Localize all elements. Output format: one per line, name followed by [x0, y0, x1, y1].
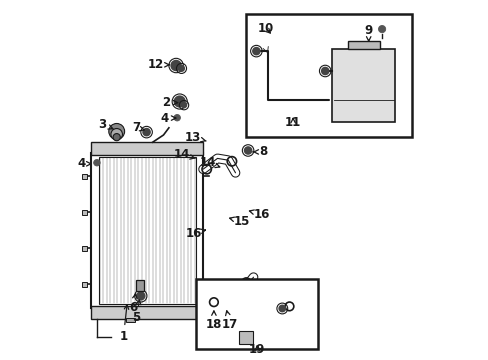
Text: 4: 4 [77, 157, 91, 170]
Text: 13: 13 [184, 131, 206, 144]
Circle shape [378, 26, 385, 33]
Bar [91, 142, 203, 155]
Text: 4: 4 [161, 112, 175, 125]
Bar [125, 318, 134, 322]
Circle shape [173, 95, 185, 108]
Text: 5: 5 [132, 300, 141, 324]
Circle shape [244, 146, 252, 155]
Circle shape [142, 128, 151, 136]
Circle shape [170, 60, 182, 71]
Bar [239, 331, 253, 344]
Circle shape [174, 114, 180, 121]
Bar [196, 279, 318, 349]
Text: 15: 15 [229, 215, 249, 228]
Bar [347, 41, 379, 49]
Bar [332, 49, 394, 122]
Text: 8: 8 [253, 145, 266, 158]
Bar [246, 14, 411, 137]
Text: 11: 11 [285, 116, 301, 129]
Bar [91, 306, 203, 319]
Circle shape [108, 123, 124, 139]
Bar [82, 282, 87, 287]
Circle shape [251, 47, 260, 55]
Bar [136, 280, 143, 291]
Text: 2: 2 [162, 96, 177, 109]
Circle shape [94, 159, 100, 166]
Text: 1: 1 [119, 305, 128, 343]
Bar [91, 153, 203, 308]
Circle shape [278, 305, 285, 312]
Circle shape [178, 65, 185, 72]
Text: 19: 19 [248, 343, 265, 356]
Circle shape [181, 102, 187, 108]
Text: 3: 3 [98, 118, 113, 131]
Text: 7: 7 [132, 121, 144, 134]
Text: 18: 18 [205, 311, 222, 331]
Circle shape [111, 129, 122, 140]
Text: 9: 9 [364, 24, 372, 41]
Bar [99, 157, 196, 304]
Text: 16: 16 [249, 208, 269, 221]
Text: 14: 14 [199, 156, 219, 169]
Text: 14: 14 [173, 148, 195, 161]
Bar [82, 210, 87, 215]
Text: 10: 10 [257, 22, 273, 35]
Circle shape [136, 291, 145, 301]
Text: 16: 16 [185, 227, 205, 240]
Text: 12: 12 [147, 58, 169, 71]
Text: 6: 6 [128, 294, 137, 314]
Bar [82, 174, 87, 179]
Bar [82, 246, 87, 251]
Text: 17: 17 [222, 311, 238, 331]
Circle shape [113, 134, 120, 141]
Circle shape [320, 67, 329, 75]
